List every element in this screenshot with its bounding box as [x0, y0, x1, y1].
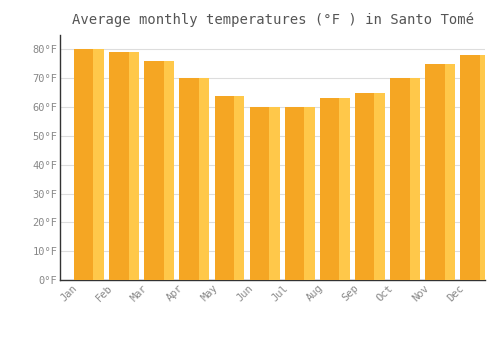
Bar [94, 49, 104, 280]
Bar [340, 98, 350, 280]
Bar [355, 93, 374, 280]
Bar [199, 78, 209, 280]
Bar [304, 107, 314, 280]
Bar [164, 61, 174, 280]
Bar [390, 78, 409, 280]
Bar [374, 93, 385, 280]
Bar [74, 49, 94, 280]
Bar [109, 52, 128, 280]
Bar [426, 64, 444, 280]
Bar [320, 98, 340, 280]
Bar [250, 107, 269, 280]
Bar [269, 107, 280, 280]
Bar [460, 55, 480, 280]
Bar [128, 52, 139, 280]
Bar [234, 96, 244, 280]
Title: Average monthly temperatures (°F ) in Santo Tomé: Average monthly temperatures (°F ) in Sa… [72, 12, 473, 27]
Bar [480, 55, 490, 280]
Bar [410, 78, 420, 280]
Bar [285, 107, 304, 280]
Bar [144, 61, 164, 280]
Bar [180, 78, 199, 280]
Bar [214, 96, 234, 280]
Bar [444, 64, 455, 280]
